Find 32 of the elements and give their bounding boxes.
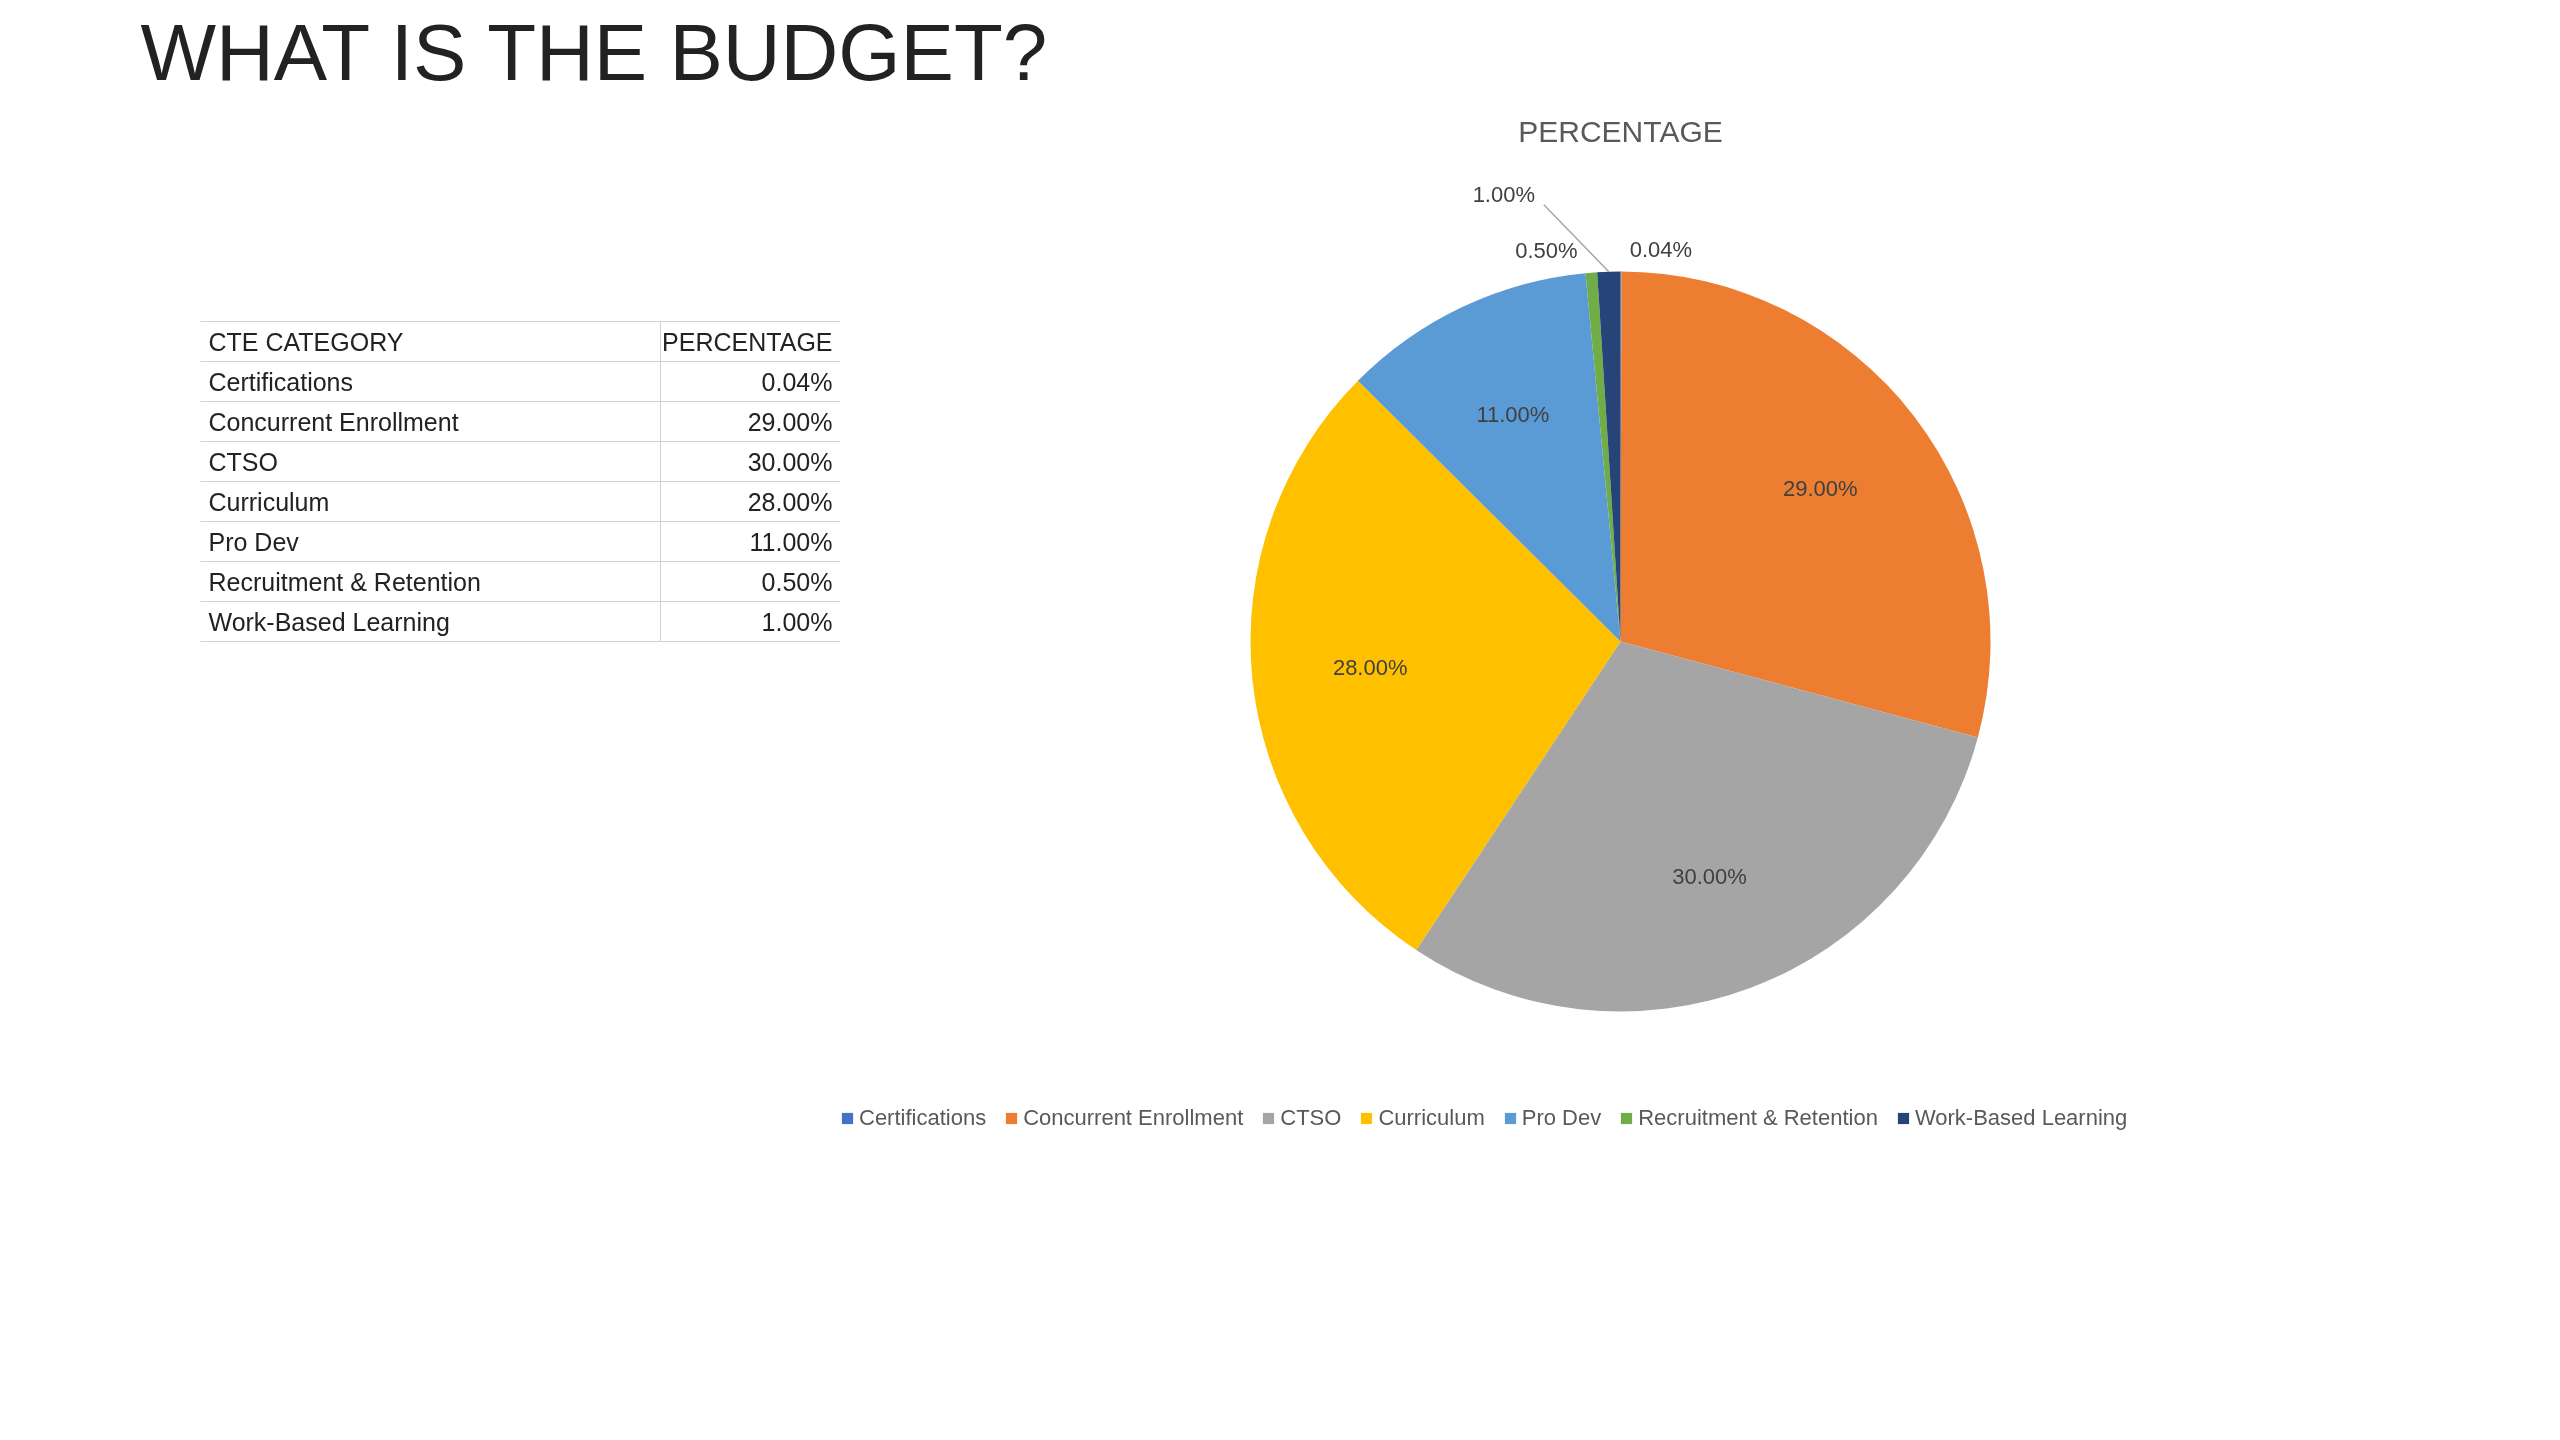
legend-label: Work-Based Learning — [1914, 1105, 2128, 1131]
legend-label: Pro Dev — [1521, 1105, 1602, 1131]
data-label: 28.00% — [1332, 654, 1408, 680]
text: 0.50% — [761, 567, 833, 596]
category-label: Curriculum — [208, 487, 330, 516]
text: 11.00% — [749, 527, 833, 556]
data-label: 0.04% — [1629, 237, 1693, 262]
text: 30.00% — [747, 447, 833, 476]
category-label: Recruitment & Retention — [208, 567, 481, 596]
text: CTE CATEGORY — [208, 327, 404, 356]
text: PERCENTAGE — [662, 327, 833, 356]
text: 28.00% — [747, 487, 833, 516]
legend-label: CTSO — [1280, 1105, 1342, 1131]
text: 29.00% — [747, 407, 833, 436]
legend-label: Certifications — [859, 1105, 987, 1131]
legend-label: Curriculum — [1378, 1105, 1485, 1131]
category-label: Concurrent Enrollment — [208, 407, 459, 436]
legend-label: Recruitment & Retention — [1638, 1105, 1878, 1131]
data-label: 0.50% — [1515, 238, 1578, 264]
category-label: Work-Based Learning — [208, 607, 450, 636]
data-label: 29.00% — [1783, 476, 1858, 502]
legend-label: Concurrent Enrollment — [1023, 1105, 1244, 1131]
text: 0.04% — [761, 367, 833, 396]
data-label: 1.00% — [1472, 182, 1536, 208]
category-label: CTSO — [208, 447, 278, 476]
data-label: 11.00% — [1476, 401, 1550, 427]
chart-subtitle: PERCENTAGE — [1518, 115, 1723, 148]
category-label: Pro Dev — [208, 527, 299, 556]
category-label: Certifications — [208, 367, 353, 396]
data-label: 30.00% — [1672, 864, 1747, 890]
text: 1.00% — [761, 607, 833, 636]
chart-title: WHAT IS THE BUDGET? — [140, 7, 1048, 97]
